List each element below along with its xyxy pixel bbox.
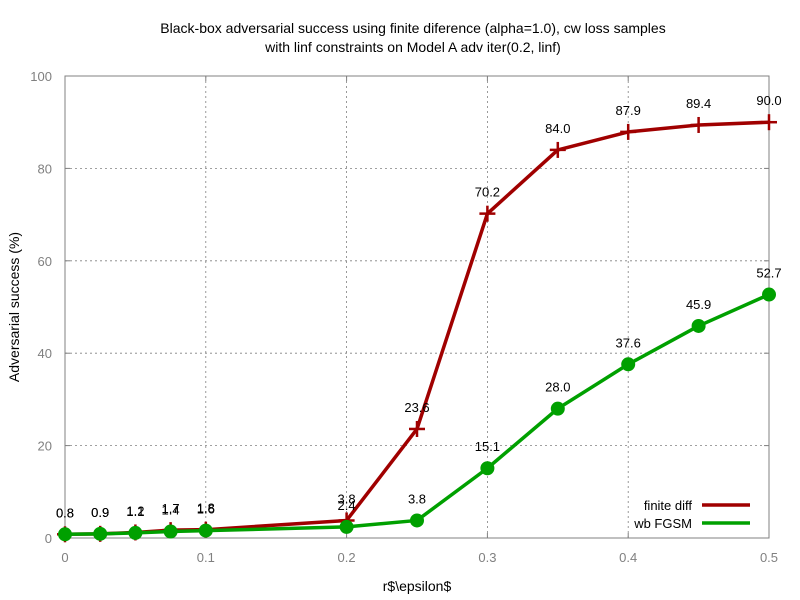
series-group	[57, 114, 777, 543]
data-point-wb-fgsm	[339, 519, 354, 534]
data-label-finite-diff: 0.9	[91, 505, 109, 520]
data-point-finite-diff	[761, 114, 777, 131]
x-tick-label: 0.5	[760, 550, 778, 565]
x-tick-label: 0.2	[338, 550, 356, 565]
data-point-finite-diff	[690, 116, 707, 133]
data-label-finite-diff: 23.6	[404, 400, 429, 415]
data-label-wb-fgsm: 45.9	[686, 297, 711, 312]
series-wb-fgsm	[58, 287, 776, 542]
chart-title-line-1: Black-box adversarial success using fini…	[160, 20, 665, 36]
data-point-finite-diff	[620, 123, 637, 140]
data-label-finite-diff: 3.8	[338, 491, 356, 506]
series-finite-diff	[57, 114, 777, 543]
data-label-wb-fgsm: 1.1	[126, 504, 144, 519]
data-label-wb-fgsm: 2.4	[338, 498, 356, 513]
legend-label-wb-fgsm: wb FGSM	[633, 516, 692, 531]
plot-frame	[64, 75, 770, 539]
legend-entry-wb-fgsm: wb FGSM	[633, 516, 750, 531]
data-label-wb-fgsm: 1.4	[162, 503, 180, 518]
data-point-finite-diff	[479, 205, 496, 222]
data-label-finite-diff: 1.7	[162, 501, 180, 516]
y-axis-ticks: 0 20 40 60 80 100	[30, 69, 769, 546]
data-label-finite-diff: 1.2	[126, 503, 144, 518]
data-point-wb-fgsm	[58, 527, 72, 542]
grid	[65, 76, 769, 538]
x-tick-label: 0.1	[197, 550, 215, 565]
data-point-wb-fgsm	[621, 357, 636, 372]
y-tick-label: 20	[38, 439, 52, 454]
data-label-finite-diff: 89.4	[686, 96, 711, 111]
data-point-finite-diff	[549, 141, 566, 158]
x-tick-label: 0	[61, 550, 68, 565]
y-tick-label: 40	[38, 346, 52, 361]
data-label-finite-diff: 84.0	[545, 121, 570, 136]
data-point-wb-fgsm	[410, 513, 424, 528]
data-point-wb-fgsm	[691, 318, 706, 333]
y-axis-label: Adversarial success (%)	[6, 232, 22, 382]
data-label-wb-fgsm: 0.9	[91, 505, 109, 520]
y-tick-label: 100	[30, 69, 52, 84]
data-label-wb-fgsm: 3.8	[408, 491, 426, 506]
data-point-wb-fgsm	[480, 461, 495, 476]
legend: finite diff wb FGSM	[633, 498, 750, 531]
data-point-wb-fgsm	[93, 526, 108, 541]
legend-label-finite-diff: finite diff	[644, 498, 693, 513]
data-label-wb-fgsm: 52.7	[756, 266, 781, 281]
legend-entry-finite-diff: finite diff	[644, 498, 750, 513]
data-point-wb-fgsm	[198, 523, 213, 538]
data-label-wb-fgsm: 28.0	[545, 380, 570, 395]
data-label-finite-diff: 70.2	[475, 185, 500, 200]
data-point-finite-diff	[409, 420, 425, 437]
y-tick-label: 60	[38, 254, 52, 269]
data-label-finite-diff: 1.8	[197, 501, 215, 516]
data-point-wb-fgsm	[163, 524, 178, 539]
data-label-wb-fgsm: 15.1	[475, 439, 500, 454]
data-point-wb-fgsm	[550, 401, 565, 416]
data-labels: 0.8 0.9 1.2 1.7 1.8 3.8 23.6 70.2 84.0 87.9 89.4 90…	[56, 93, 782, 520]
series-line-finite-diff	[64, 120, 770, 537]
x-axis-label: r$\epsilon$	[383, 578, 452, 594]
data-label-finite-diff: 87.9	[616, 103, 641, 118]
data-label-finite-diff: 0.8	[56, 505, 74, 520]
data-label-wb-fgsm: 0.8	[56, 505, 74, 520]
data-label-finite-diff: 90.0	[756, 93, 781, 108]
y-tick-label: 0	[45, 531, 52, 546]
data-point-wb-fgsm	[128, 525, 143, 540]
data-label-wb-fgsm: 1.6	[197, 502, 215, 517]
x-axis-ticks: 0 0.1 0.2 0.3 0.4 0.5	[61, 76, 778, 565]
x-tick-label: 0.3	[478, 550, 496, 565]
data-point-wb-fgsm	[762, 287, 776, 302]
chart-title-line-2: with linf constraints on Model A adv ite…	[264, 39, 561, 55]
chart-title: Black-box adversarial success using fini…	[160, 20, 665, 55]
data-label-wb-fgsm: 37.6	[616, 335, 641, 350]
x-tick-label: 0.4	[619, 550, 637, 565]
y-tick-label: 80	[38, 161, 52, 176]
